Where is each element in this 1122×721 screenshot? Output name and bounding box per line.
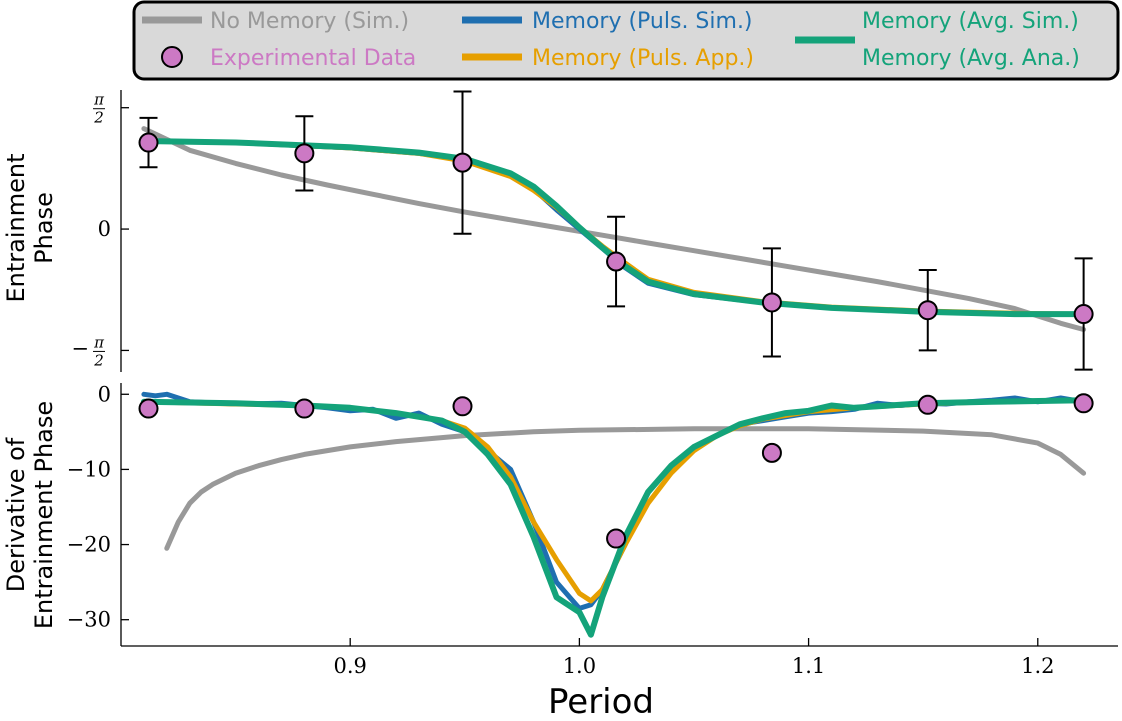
top-y-tick-numerator: π [93, 333, 105, 351]
bottom-y-tick-label: −30 [67, 608, 111, 632]
experimental-point [294, 143, 315, 164]
experimental-point [1073, 304, 1094, 325]
top-y-ticks: π20− π2 [71, 91, 129, 369]
top-ylabel-line2: Phase [30, 192, 58, 264]
top-y-tick-denominator: 2 [93, 351, 104, 369]
series-line-no-memory [164, 426, 1087, 551]
top-series [140, 126, 1087, 332]
experimental-point [917, 300, 938, 321]
x-tick-label: 1.1 [792, 654, 825, 678]
bottom-y-tick-label: −10 [67, 457, 111, 481]
bottom-series [140, 391, 1087, 638]
top-y-tick-label: 0 [98, 217, 111, 241]
experimental-point [138, 398, 159, 419]
top-experimental-points [138, 90, 1094, 371]
experimental-point [452, 396, 473, 417]
bottom-x-ticks: 0.9 1.0 1.1 1.2 [333, 638, 1054, 678]
experimental-point [138, 132, 159, 153]
top-y-tick-sign: − [71, 336, 89, 360]
experimental-point [294, 398, 315, 419]
legend-box [132, 0, 1120, 81]
series-line-no-memory [141, 126, 1087, 332]
legend-marker-experimental [161, 46, 183, 68]
experimental-point [606, 528, 627, 549]
x-tick-label: 1.0 [563, 654, 596, 678]
experimental-point [1073, 393, 1094, 414]
top-y-tick-denominator: 2 [93, 109, 104, 127]
top-y-tick-numerator: π [93, 91, 105, 109]
experimental-point [606, 251, 627, 272]
series-line-puls-sim [141, 138, 1087, 317]
bottom-ylabel-line2: Entrainment Phase [30, 401, 58, 629]
legend-label-avg-ana: Memory (Avg. Ana.) [862, 46, 1080, 71]
bottom-y-ticks: 0 −10 −20 −30 [67, 382, 129, 632]
experimental-point [917, 394, 938, 415]
series-line-puls-app [141, 138, 1087, 317]
x-tick-label: 0.9 [333, 654, 366, 678]
series-line-puls-sim [141, 391, 1087, 611]
legend-label-experimental: Experimental Data [210, 46, 416, 71]
series-line-avg [140, 397, 1087, 638]
legend: No Memory (Sim.) Experimental Data Memor… [132, 0, 1120, 81]
bottom-panel: 0 −10 −20 −30 0.9 1.0 1.1 1.2 Derivative of En… [2, 382, 1118, 721]
bottom-experimental-points [138, 393, 1094, 549]
bottom-y-tick-label: 0 [98, 382, 111, 406]
top-panel: π20− π2 Entrainment Phase [2, 90, 1094, 372]
top-ylabel-line1: Entrainment [2, 153, 30, 302]
legend-label-no-memory: No Memory (Sim.) [210, 9, 409, 34]
legend-label-puls-app: Memory (Puls. App.) [532, 46, 754, 71]
experimental-point [761, 292, 782, 313]
legend-label-avg-sim: Memory (Avg. Sim.) [862, 9, 1079, 34]
experimental-point [761, 442, 782, 463]
x-tick-label: 1.2 [1021, 654, 1054, 678]
x-axis-label: Period [548, 682, 654, 721]
experimental-point [452, 152, 473, 173]
bottom-ylabel-line1: Derivative of [2, 437, 30, 592]
series-line-avg [140, 138, 1087, 318]
bottom-y-tick-label: −20 [67, 533, 111, 557]
legend-label-puls-sim: Memory (Puls. Sim.) [532, 9, 753, 34]
